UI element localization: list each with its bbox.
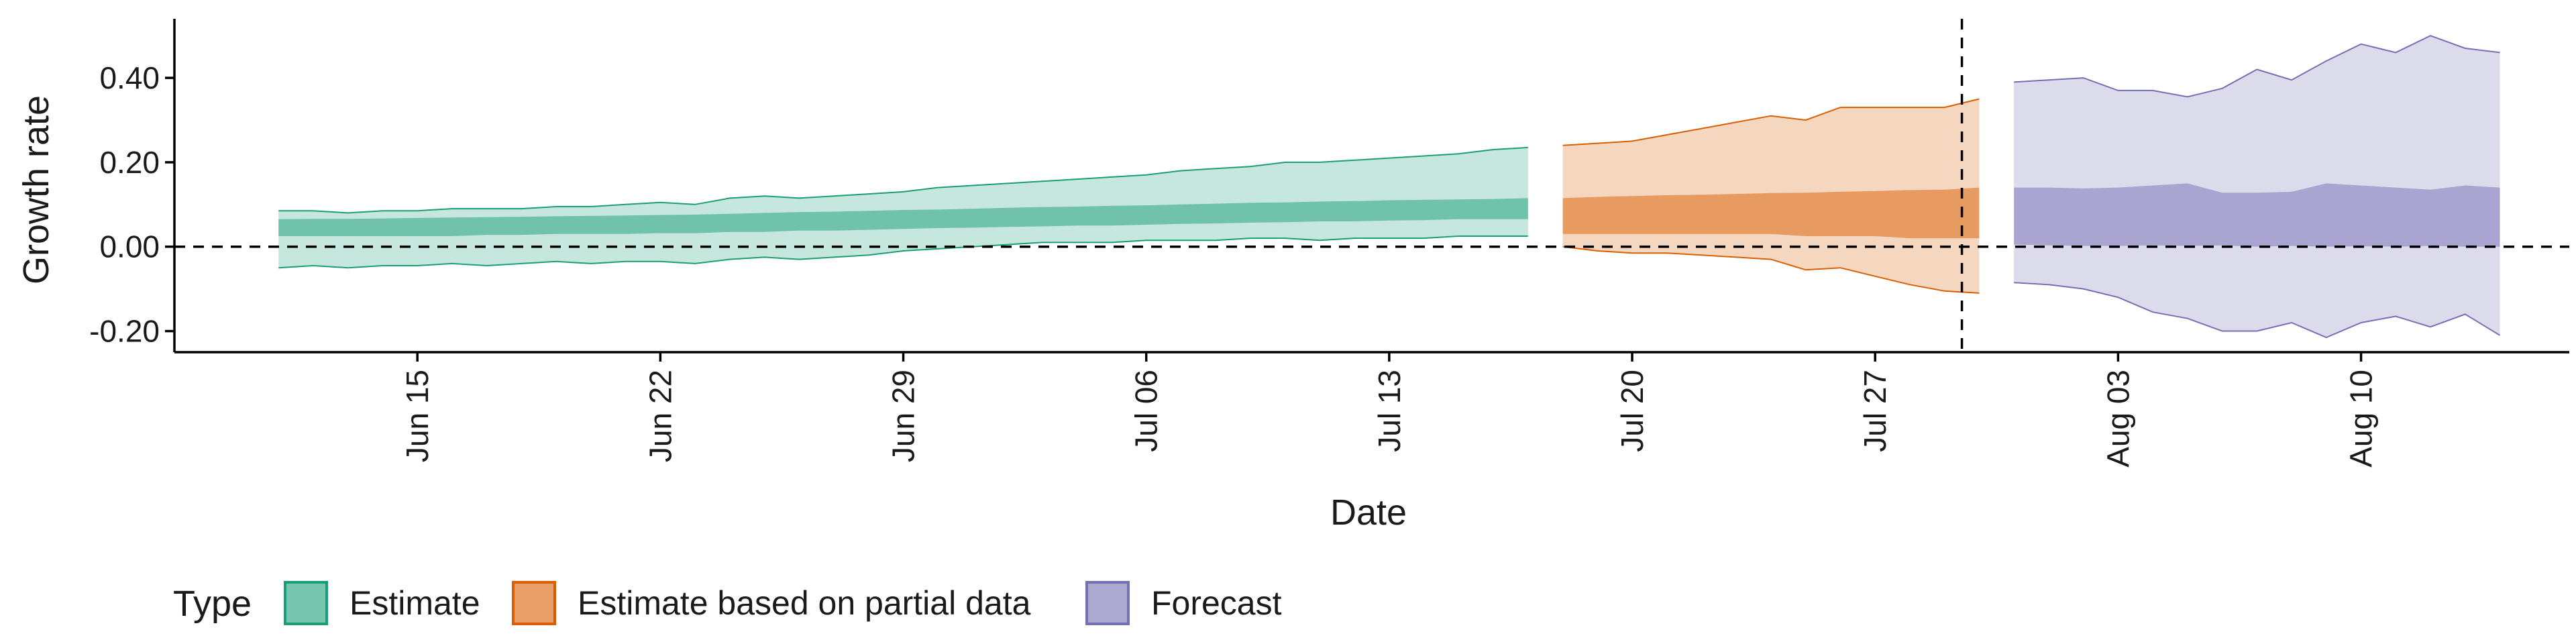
legend-label-0: Estimate [350, 584, 480, 622]
y-tick-label: 0.00 [99, 229, 160, 264]
band-90-upper-edge-0 [278, 146, 1528, 214]
x-tick-label: Jul 27 [1858, 370, 1892, 452]
legend-key-1 [512, 581, 556, 625]
legend-key-2 [1085, 581, 1130, 625]
chart-ticks: 0.40 0.20 0.00 -0.20 Jun 15 Jun 22 Jun 29 Jul 0… [89, 60, 2378, 468]
x-tick-label: Aug 03 [2100, 370, 2135, 468]
x-tick-label: Jun 22 [643, 370, 678, 462]
legend-label-2: Forecast [1151, 584, 1282, 622]
x-tick-label: Jul 13 [1372, 370, 1407, 452]
y-axis-title: Growth rate [16, 95, 56, 284]
band-90-lower-edge-1 [1562, 246, 1980, 294]
chart-axes [173, 19, 2569, 354]
band-90-2 [2014, 36, 2500, 337]
legend-label-1: Estimate based on partial data [578, 584, 1031, 622]
band-90-lower-edge-0 [278, 235, 1528, 269]
y-tick-label: -0.20 [89, 314, 160, 349]
x-tick-label: Aug 10 [2344, 370, 2379, 468]
chart-bands [278, 35, 2501, 339]
legend-key-0 [284, 581, 328, 625]
x-axis-title: Date [1330, 492, 1407, 533]
x-tick-label: Jun 15 [400, 370, 435, 462]
band-50-0 [278, 198, 1528, 236]
band-90-0 [278, 147, 1528, 268]
band-90-upper-edge-1 [1562, 98, 1980, 146]
y-tick-label: 0.40 [99, 60, 160, 95]
band-50-1 [1562, 187, 1980, 239]
reference-lines [174, 19, 2569, 352]
x-tick-label: Jul 06 [1129, 370, 1164, 452]
band-90-lower-edge-2 [2014, 282, 2501, 339]
y-tick-label: 0.20 [99, 145, 160, 180]
band-50-2 [2014, 183, 2500, 247]
legend-title: Type [173, 584, 252, 624]
x-tick-label: Jul 20 [1615, 370, 1650, 452]
x-tick-label: Jun 29 [886, 370, 921, 462]
band-90-upper-edge-2 [2014, 35, 2500, 98]
legend: Type Estimate Estimate based on partial d… [173, 581, 1282, 625]
